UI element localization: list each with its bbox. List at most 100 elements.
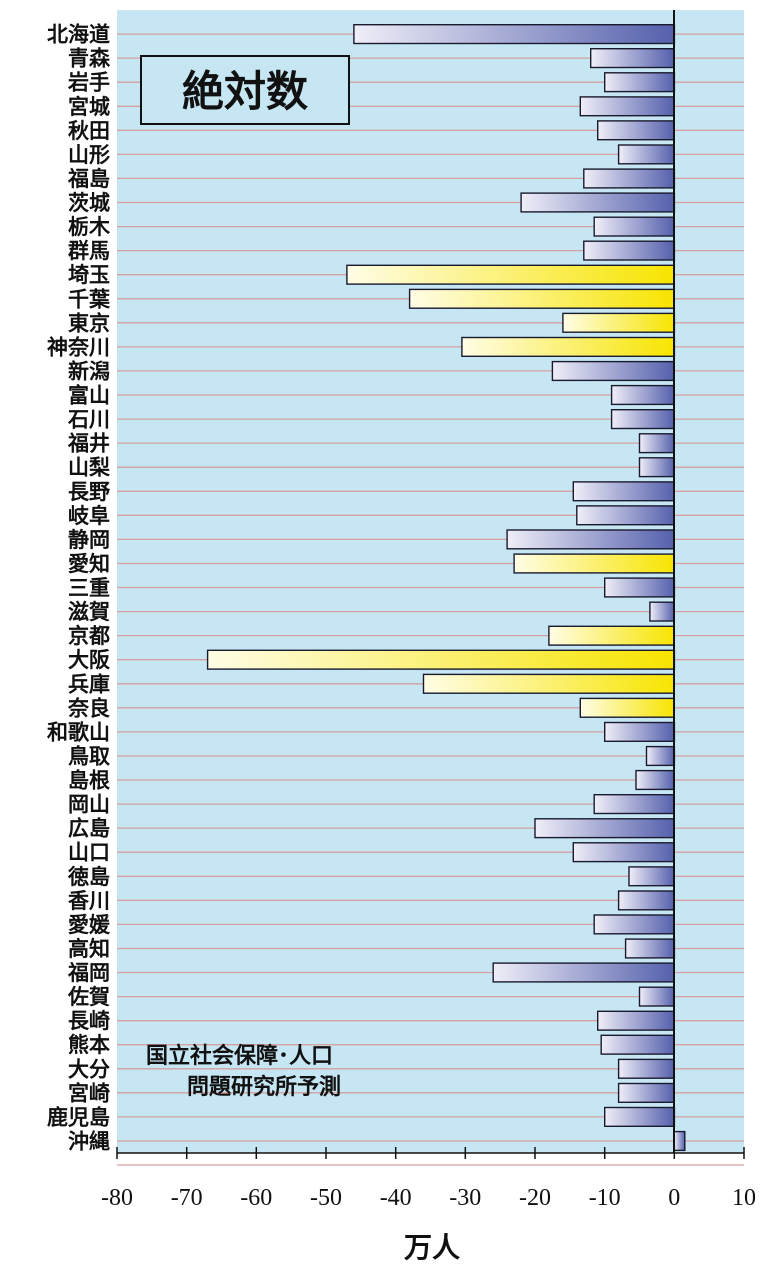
category-label: 愛媛	[68, 913, 111, 937]
category-label: 徳島	[67, 865, 110, 889]
bar-41	[638, 986, 675, 1007]
bar-43	[600, 1034, 676, 1055]
category-label: 長野	[68, 480, 110, 504]
x-tick-label: -40	[380, 1185, 412, 1211]
source-note-line-1: 国立社会保障･人口	[146, 1043, 333, 1069]
x-tick-label: -70	[171, 1185, 203, 1211]
category-label: 東京	[68, 311, 110, 335]
category-labels: 北海道青森岩手宮城秋田山形福島茨城栃木群馬埼玉千葉東京神奈川新潟富山石川福井山梨…	[47, 23, 111, 1154]
title-box: 絶対数	[140, 55, 350, 125]
bar-14	[461, 336, 676, 357]
bar-18	[638, 433, 675, 454]
category-label: 山口	[68, 841, 110, 865]
bar-35	[572, 842, 675, 863]
bar-5	[597, 120, 676, 141]
category-label: 山形	[68, 143, 110, 167]
category-label: 青森	[68, 47, 111, 71]
category-label: 佐賀	[67, 985, 110, 1009]
category-label: 滋賀	[68, 600, 110, 624]
bar-36	[628, 866, 675, 887]
category-label: 埼玉	[68, 263, 110, 287]
category-label: 北海道	[47, 23, 110, 47]
category-label: 香川	[68, 889, 110, 913]
bar-29	[579, 697, 675, 718]
x-ticks: -80 -70 -60 -50 -40 -30 -20 -10 0 10	[101, 1147, 756, 1211]
x-tick-label: -30	[449, 1185, 481, 1211]
category-label: 宮城	[68, 95, 110, 119]
x-tick-label: -60	[240, 1185, 272, 1211]
category-label: 長崎	[68, 1009, 110, 1033]
bar-12	[408, 288, 676, 309]
bar-4	[579, 96, 675, 117]
category-label: 鹿児島	[47, 1105, 110, 1129]
category-label: 鳥取	[68, 745, 110, 769]
bar-13	[562, 312, 676, 333]
category-label: 和歌山	[47, 720, 110, 744]
bar-22	[506, 529, 676, 550]
bar-3	[604, 72, 676, 93]
bar-25	[649, 601, 676, 622]
bar-21	[576, 505, 675, 526]
x-tick-label: 10	[732, 1185, 756, 1211]
category-label: 大分	[68, 1057, 110, 1081]
category-label: 福島	[67, 167, 110, 191]
x-tick-label: -50	[310, 1185, 342, 1211]
x-axis-title: 万人	[404, 1231, 460, 1264]
bar-11	[346, 264, 675, 285]
source-note: 国立社会保障･人口 問題研究所予測	[146, 1043, 341, 1100]
category-label: 岩手	[67, 71, 110, 95]
bar-30	[604, 721, 676, 742]
bar-9	[593, 216, 676, 237]
category-label: 高知	[68, 937, 110, 961]
bar-33	[593, 794, 676, 815]
bar-45	[617, 1082, 675, 1103]
category-label: 三重	[68, 576, 110, 600]
source-note-line-2: 問題研究所予測	[187, 1074, 341, 1100]
x-tick-label: -20	[519, 1185, 551, 1211]
bar-31	[645, 745, 676, 767]
x-tick-label: -80	[101, 1185, 133, 1211]
category-label: 栃木	[68, 215, 111, 239]
bar-34	[534, 818, 676, 839]
bar-7	[583, 168, 676, 189]
bar-16	[610, 384, 675, 406]
x-tick-label: 0	[668, 1185, 680, 1211]
bar-39	[624, 938, 676, 959]
bar-32	[635, 769, 675, 791]
bar-23	[513, 553, 675, 574]
bar-8	[520, 192, 676, 213]
category-label: 岐阜	[68, 504, 110, 528]
bar-20	[572, 481, 675, 502]
bars	[206, 24, 686, 1152]
bar-37	[617, 890, 675, 911]
bar-15	[551, 360, 676, 382]
category-label: 福岡	[67, 961, 110, 985]
bar-27	[206, 649, 676, 670]
bar-2	[590, 48, 676, 69]
bar-10	[583, 240, 676, 261]
category-label: 石川	[67, 408, 110, 432]
bar-42	[597, 1010, 676, 1031]
category-label: 沖縄	[68, 1130, 110, 1154]
category-label: 愛知	[68, 552, 110, 576]
category-label: 神奈川	[47, 335, 110, 359]
category-label: 茨城	[68, 191, 110, 215]
bar-24	[604, 577, 676, 598]
bar-19	[638, 457, 675, 478]
category-label: 宮崎	[68, 1081, 110, 1105]
category-label: 群馬	[68, 239, 110, 263]
category-label: 広島	[68, 817, 110, 841]
category-label: 島根	[68, 769, 110, 793]
category-label: 奈良	[67, 696, 110, 720]
category-label: 熊本	[68, 1033, 110, 1057]
category-label: 新潟	[68, 359, 110, 383]
bar-28	[422, 673, 676, 694]
bar-6	[617, 144, 675, 165]
category-label: 静岡	[68, 528, 110, 552]
category-label: 京都	[68, 624, 110, 648]
x-tick-label: -10	[589, 1185, 621, 1211]
category-label: 千葉	[68, 287, 111, 311]
category-label: 大阪	[68, 648, 111, 672]
bar-38	[593, 914, 676, 935]
